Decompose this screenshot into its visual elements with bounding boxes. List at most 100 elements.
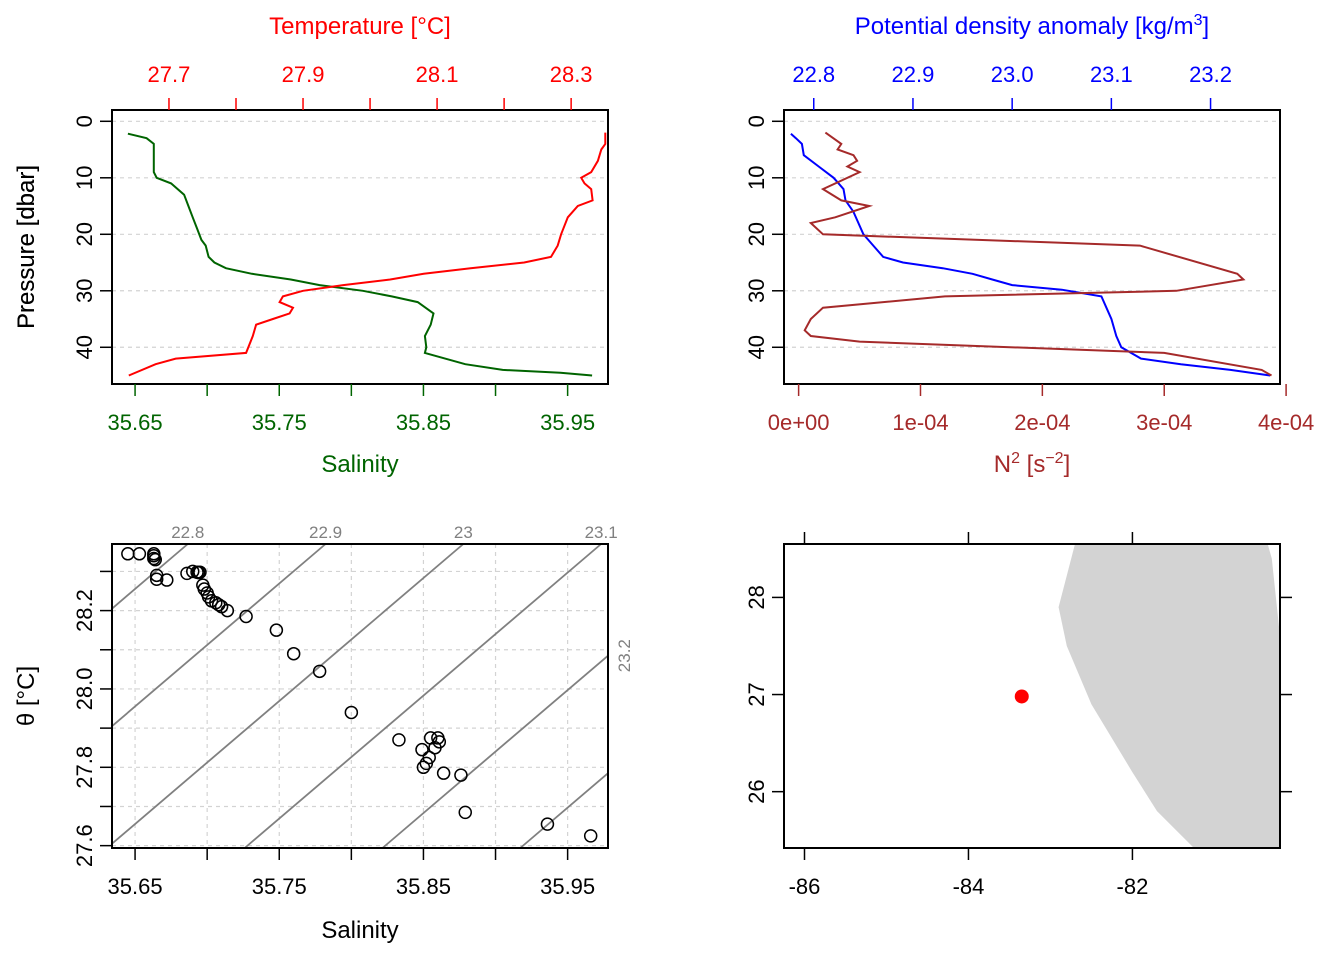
y-tick-label: 0 [744,115,769,127]
y-tick-label: 30 [72,279,97,303]
salinity-axis-title: Salinity [321,451,398,478]
ts-point [422,750,436,765]
x-tick-label: -84 [953,874,985,899]
y-tick-label: 20 [72,222,97,246]
theta-axis-title: θ [°C] [13,666,40,726]
profile-lines [127,132,607,377]
temperature-axis: 27.7 27.9 28.1 28.3 [148,62,593,110]
isopycnal-label: 23.1 [585,523,618,542]
pressure-axis-title: Pressure [dbar] [13,165,40,329]
station-map-panel: 26 27 28 -86 -84 -82 [744,532,1292,899]
ts-diagram-panel: 22.8 22.9 23 23.1 23.2 27.6 27.8 28.0 28.2 35.6… [13,523,634,944]
ts-point [147,551,161,566]
x-tick-label: 28.3 [550,62,593,87]
x-tick-label: 4e-04 [1258,410,1314,435]
y-tick-label: 40 [72,335,97,359]
ts-point [148,552,163,567]
salinity-axis: 35.65 35.75 35.85 35.95 [108,848,595,899]
series-line [803,131,1272,377]
y-tick-label: 28 [744,585,769,609]
y-tick-label: 28.2 [72,589,97,632]
ts-point [344,705,359,720]
n2-title-exp: −2 [1045,450,1063,467]
ts-point [458,805,473,820]
n2-title-sup: 2 [1011,450,1020,467]
grid-lines [112,120,608,348]
pressure-axis: 0 10 20 30 40 [744,115,784,360]
ts-point [149,572,164,587]
n2-axis: 0e+00 1e-04 2e-04 3e-04 4e-04 [768,384,1314,435]
ts-point [436,766,451,780]
x-tick-label: 23.2 [1189,62,1232,87]
y-tick-label: 28.0 [72,668,97,711]
x-tick-label: 35.75 [252,410,307,435]
n2-title-n: N [994,451,1011,478]
y-tick-label: 10 [744,166,769,190]
y-tick-label: 10 [72,166,97,190]
salinity-axis: 35.65 35.75 35.85 35.95 [108,384,595,435]
isopycnal-label: 23 [454,523,473,542]
plot-frame [111,543,609,849]
ts-point [312,664,327,679]
density-axis-title: Potential density anomaly [kg/m3] [855,12,1209,40]
ts-point [540,817,555,831]
x-tick-label: 35.65 [108,410,163,435]
series-line [127,132,593,377]
y-tick-label: 27 [744,682,769,706]
isopycnal-label: 22.8 [171,523,204,542]
x-tick-label: 35.65 [108,874,163,899]
y-tick-label: 40 [744,335,769,359]
y-tick-label: 27.8 [72,746,97,789]
x-tick-label: 28.1 [416,62,459,87]
ts-point [432,735,447,749]
longitude-axis: -86 -84 -82 [789,532,1149,899]
x-tick-label: 27.9 [282,62,325,87]
x-tick-label: 35.75 [252,874,307,899]
x-tick-label: 35.95 [540,874,595,899]
x-tick-label: 35.85 [396,410,451,435]
x-tick-label: 23.1 [1090,62,1133,87]
x-tick-label: 1e-04 [892,410,948,435]
ts-point [121,547,135,561]
ts-point [239,609,253,624]
density-axis-title-sup: 3 [1194,12,1203,29]
series-line [790,132,1271,377]
station-point [1014,689,1029,704]
station-marker [1014,689,1029,704]
ts-point [220,603,235,618]
land-polygon [1058,544,1280,848]
x-tick-label: 23.0 [991,62,1034,87]
ts-point [193,565,207,579]
n2-title-close: ] [1064,451,1071,478]
ts-point [197,582,212,596]
density-axis-title-end: ] [1203,13,1210,40]
x-tick-label: 22.9 [892,62,935,87]
ts-point [415,742,429,757]
y-tick-label: 0 [72,115,97,127]
x-tick-label: -86 [789,874,821,899]
isopycnal-line [111,543,327,727]
isopycnal-line [111,543,189,610]
y-tick-label: 27.6 [72,824,97,867]
y-tick-label: 20 [744,222,769,246]
ts-point [392,733,406,747]
map-frame [783,543,1281,849]
ts-point [286,646,301,661]
x-tick-label: -82 [1117,874,1149,899]
isopycnal-label: 23.2 [615,639,634,672]
n2-title-units: [s [1020,451,1045,478]
density-axis-title-main: Potential density anomaly [kg/m [855,13,1194,40]
ts-point [583,829,598,843]
grid-lines [112,544,608,848]
salinity-axis-title: Salinity [321,917,398,944]
isopycnal-line [111,543,464,845]
ts-point [454,768,468,782]
ts-point [132,547,147,561]
isopycnal-line [519,772,609,849]
pressure-axis-title: Pressure [dbar] [13,165,40,329]
profile-lines [790,131,1272,377]
land-area [1058,544,1280,848]
pressure-axis: 0 10 20 30 40 [72,115,112,360]
isopycnal-line [244,543,602,849]
